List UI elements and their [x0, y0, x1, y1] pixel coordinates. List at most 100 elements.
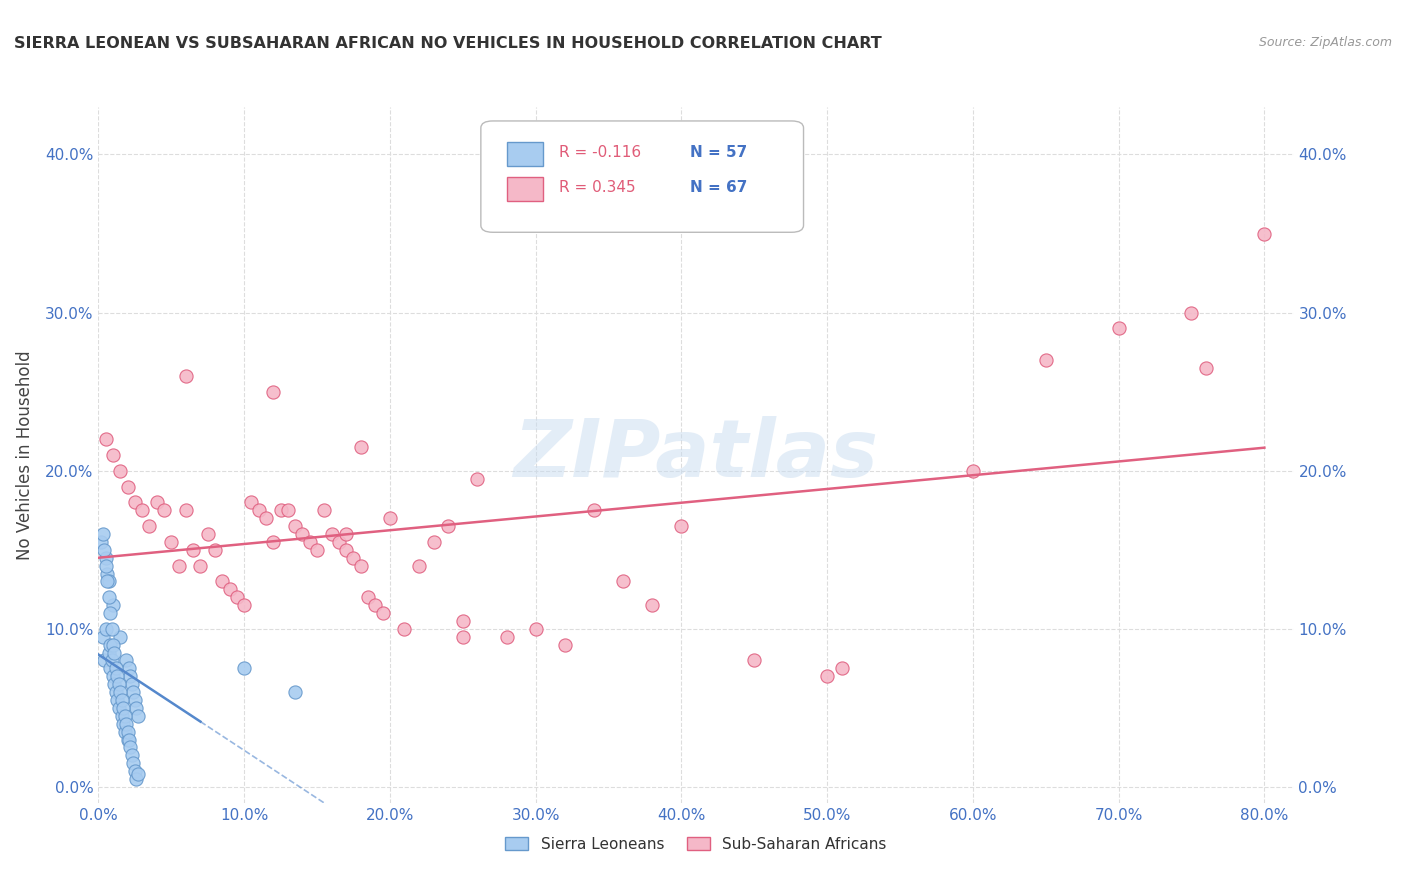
Y-axis label: No Vehicles in Household: No Vehicles in Household: [15, 350, 34, 560]
Point: [112, 701, 135, 715]
Point: [247, 503, 270, 517]
FancyBboxPatch shape: [508, 142, 543, 166]
Text: SIERRA LEONEAN VS SUBSAHARAN AFRICAN NO VEHICLES IN HOUSEHOLD CORRELATION CHART: SIERRA LEONEAN VS SUBSAHARAN AFRICAN NO …: [14, 36, 882, 51]
Point: [174, 503, 197, 517]
Point: [105, 693, 128, 707]
Text: N = 57: N = 57: [690, 145, 747, 160]
Point: [1195, 360, 1218, 375]
Point: [115, 716, 138, 731]
Point: [100, 653, 122, 667]
Point: [103, 677, 125, 691]
Point: [120, 669, 142, 683]
Point: [114, 708, 136, 723]
Legend: Sierra Leoneans, Sub-Saharan Africans: Sierra Leoneans, Sub-Saharan Africans: [499, 830, 893, 858]
Point: [90, 534, 112, 549]
Point: [284, 685, 307, 699]
Point: [97, 646, 120, 660]
Point: [120, 740, 142, 755]
Point: [357, 591, 380, 605]
Point: [111, 708, 134, 723]
Point: [104, 661, 127, 675]
Point: [218, 582, 240, 597]
Point: [335, 527, 357, 541]
Point: [122, 756, 145, 771]
Point: [394, 622, 416, 636]
Point: [127, 708, 149, 723]
Point: [181, 542, 204, 557]
Point: [408, 558, 430, 573]
Point: [96, 574, 118, 589]
Point: [582, 503, 605, 517]
Point: [98, 661, 121, 675]
Point: [94, 550, 117, 565]
Point: [100, 622, 122, 636]
Point: [211, 574, 233, 589]
Point: [742, 653, 765, 667]
Point: [124, 495, 146, 509]
Point: [124, 693, 146, 707]
Point: [1035, 353, 1057, 368]
Point: [1108, 321, 1130, 335]
Point: [167, 558, 190, 573]
FancyBboxPatch shape: [508, 177, 543, 201]
Point: [108, 677, 131, 691]
Point: [284, 519, 307, 533]
Point: [103, 646, 125, 660]
Point: [91, 630, 114, 644]
Point: [110, 464, 132, 478]
Point: [1180, 305, 1202, 319]
Point: [225, 591, 247, 605]
Point: [671, 519, 693, 533]
Point: [114, 724, 136, 739]
Point: [101, 598, 124, 612]
Point: [277, 503, 299, 517]
Point: [96, 566, 118, 581]
Point: [93, 542, 115, 557]
Point: [110, 630, 132, 644]
Point: [451, 614, 474, 628]
Point: [98, 606, 121, 620]
Point: [305, 542, 328, 557]
Point: [91, 527, 114, 541]
Point: [101, 638, 124, 652]
Point: [298, 534, 321, 549]
Point: [204, 542, 226, 557]
Point: [612, 574, 634, 589]
Point: [1253, 227, 1275, 241]
Point: [641, 598, 664, 612]
Point: [124, 764, 146, 779]
Point: [831, 661, 853, 675]
Point: [118, 661, 141, 675]
Point: [97, 574, 120, 589]
Point: [190, 558, 212, 573]
Point: [174, 368, 197, 383]
Point: [101, 669, 124, 683]
Text: R = -0.116: R = -0.116: [558, 145, 641, 160]
Point: [321, 527, 343, 541]
Text: R = 0.345: R = 0.345: [558, 179, 636, 194]
Point: [118, 732, 141, 747]
Text: ZIPatlas: ZIPatlas: [513, 416, 879, 494]
Point: [335, 542, 357, 557]
Point: [254, 511, 277, 525]
Point: [131, 503, 153, 517]
Point: [371, 606, 394, 620]
Point: [342, 550, 364, 565]
Point: [127, 767, 149, 781]
Point: [378, 511, 401, 525]
Point: [233, 661, 256, 675]
Point: [422, 534, 444, 549]
Point: [121, 677, 143, 691]
Point: [110, 685, 132, 699]
Point: [117, 732, 139, 747]
Point: [197, 527, 219, 541]
Point: [291, 527, 314, 541]
Point: [962, 464, 984, 478]
Point: [111, 693, 134, 707]
Point: [125, 772, 148, 786]
Point: [115, 653, 138, 667]
Point: [554, 638, 576, 652]
Point: [93, 653, 115, 667]
Point: [94, 432, 117, 446]
Point: [524, 622, 547, 636]
